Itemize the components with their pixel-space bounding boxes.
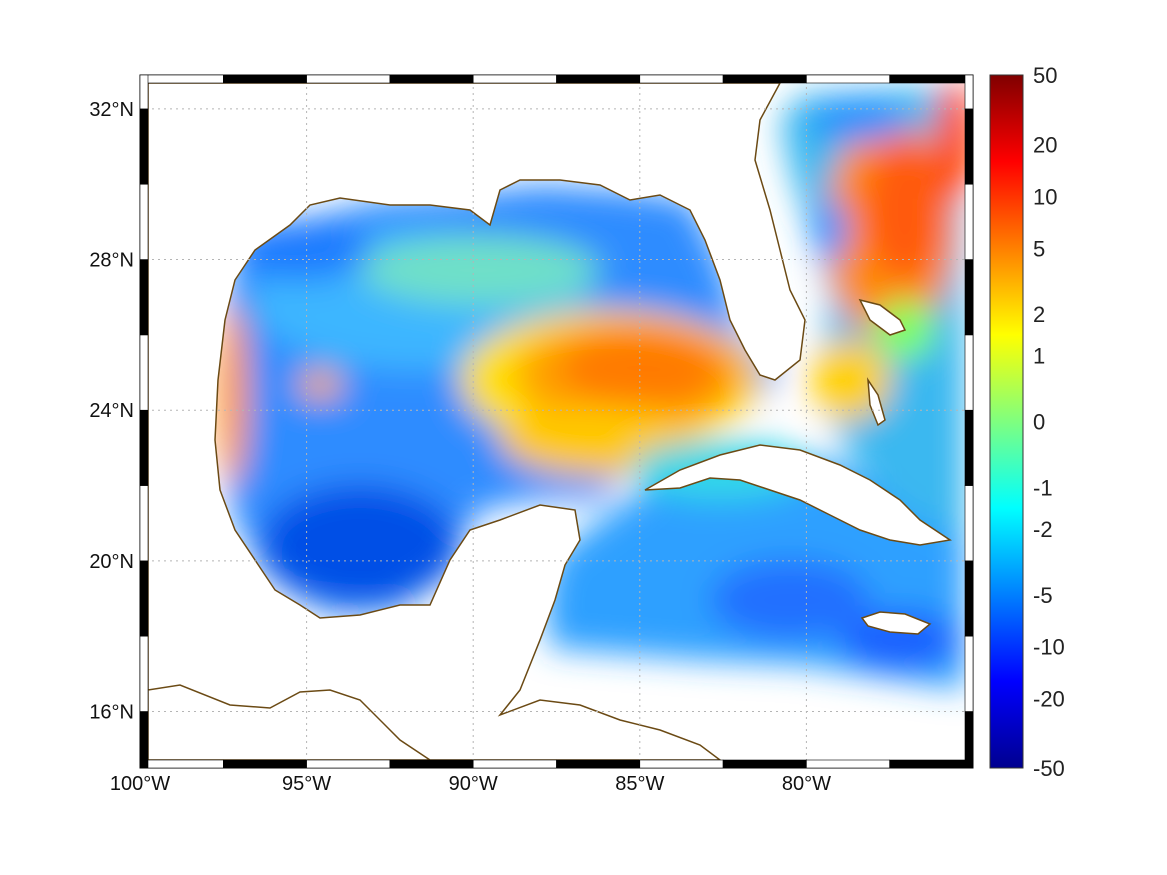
frame-segment [806,759,891,769]
frame-segment [139,74,149,110]
frame-segment [139,108,149,185]
frame-segment [964,409,974,486]
colorbar-ramp [989,74,1024,769]
frame-segment [722,74,807,84]
lat-tick-label: 16°N [89,702,134,724]
frame-segment [139,560,149,637]
frame-segment [389,759,474,769]
frame-segment [964,334,974,411]
colorbar-label: -2 [1033,517,1053,542]
colorbar-label: -50 [1033,756,1065,781]
frame-segment [639,74,724,84]
frame-segment [806,74,891,84]
frame-segment [639,759,724,769]
frame-segment [139,259,149,336]
colorbar-label: 5 [1033,236,1045,261]
frame-segment [964,108,974,185]
frame-segment [139,334,149,411]
colorbar-label: 20 [1033,132,1057,157]
frame-segment [306,74,391,84]
cuba [644,444,952,546]
frame-segment [139,759,224,769]
frame-segment [556,74,641,84]
lat-tick-label: 24°N [89,400,134,422]
colorbar-label: -10 [1033,635,1065,660]
colorbar-label: -1 [1033,475,1053,500]
colorbar-label: 50 [1033,63,1057,88]
jamaica [860,611,932,635]
bahamas [858,298,907,336]
lon-tick-label: 85°W [615,773,664,795]
frame-segment [139,183,149,260]
frame-segment [389,74,474,84]
north-america-coast [148,83,806,760]
colorbar-label: 1 [1033,344,1045,369]
colorbar-label: -20 [1033,687,1065,712]
frame-segment [964,635,974,712]
frame-segment [472,74,557,84]
frame-segment [964,560,974,637]
frame-segment [139,711,149,769]
lat-tick-label: 32°N [89,99,134,121]
longitude-tick-labels: 100°W 95°W 90°W 85°W 80°W [110,773,831,795]
frame-segment [139,74,224,84]
lat-tick-label: 20°N [89,551,134,573]
land-mask [148,83,952,760]
colorbar-label: 10 [1033,184,1057,209]
frame-segment [964,183,974,260]
colorbar-label: 0 [1033,410,1045,435]
lon-tick-label: 95°W [282,773,331,795]
frame-segment [964,485,974,562]
frame-segment [556,759,641,769]
latitude-tick-labels: 16°N 20°N 24°N 28°N 32°N [89,99,134,724]
colorbar-label: 2 [1033,302,1045,327]
frame-segment [139,409,149,486]
frame-segment [722,759,807,769]
colorbar-label: -5 [1033,583,1053,608]
frame-segment [306,759,391,769]
lon-tick-label: 90°W [449,773,498,795]
lon-tick-label: 80°W [782,773,831,795]
lon-tick-label: 100°W [110,773,170,795]
frame-segment [472,759,557,769]
frame-segment [889,74,974,84]
frame-segment [964,74,974,110]
frame-segment [964,259,974,336]
frame-segment [889,759,974,769]
frame-segment [139,485,149,562]
lat-tick-label: 28°N [89,250,134,272]
map-frame [139,74,974,769]
frame-segment [223,759,307,769]
frame-segment [139,635,149,712]
frame-segment [223,74,307,84]
frame-segment [964,711,974,769]
